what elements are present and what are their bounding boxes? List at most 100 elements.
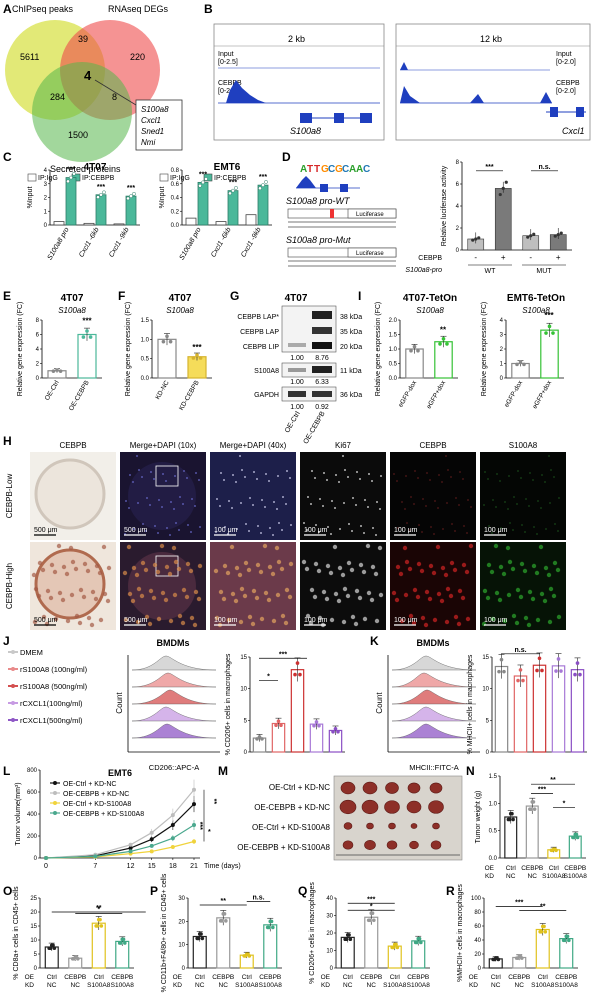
tumor-specimen [410,823,418,829]
signal-spot [277,475,279,477]
signal-spot [70,559,76,565]
y-tick-label: 0.0 [489,856,498,862]
sig-label: ** [221,898,227,905]
y-tick-label: 5 [486,718,490,724]
chart-title: 4T07 [61,293,84,304]
signal-spot [457,588,463,594]
signal-spot [355,504,357,506]
bar [290,669,305,753]
signal-spot [155,569,161,575]
signal-spot [322,505,324,507]
signal-spot [493,543,499,549]
signal-spot [514,620,520,626]
data-point [556,233,560,237]
signal-spot [130,598,136,604]
signal-spot [102,591,108,597]
signal-spot [127,591,133,597]
group-oe-label: Ctrl [390,974,401,981]
column-title: Merge+DAPI (10x) [130,441,197,450]
y-tick-label: 0 [486,750,490,756]
data-point [575,661,580,665]
motif-letter: G [335,164,343,175]
data-point [81,335,86,339]
track-range: [0-2.0] [556,59,576,66]
group-kd-label: NC [491,982,501,989]
signal-spot [410,496,412,498]
data-point [368,918,372,923]
signal-spot [321,589,327,595]
y-tick-label: 1.5 [489,774,498,780]
data-point [72,956,76,961]
signal-spot [181,587,187,593]
signal-spot [407,566,413,572]
data-point [123,941,127,945]
group-kd-label: NC [528,873,538,880]
data-point [348,937,353,942]
data-point [499,657,504,662]
reporter-label: Luciferase [356,212,384,218]
signal-spot [409,529,411,531]
group-axis-label: KD [469,982,478,989]
blot-band [288,391,306,397]
signal-spot [191,498,193,500]
signal-spot [273,501,275,503]
signal-spot [423,622,429,628]
signal-spot [85,568,91,574]
data-point [567,938,571,943]
signal-spot [266,597,272,603]
y-tick-label: 0.5 [389,362,398,368]
x-tick-label: eGFP+dox [532,379,554,410]
signal-spot [289,477,291,479]
sig-label: n.s. [252,895,264,902]
image-tile [210,452,296,540]
y-tick-label: 1.5 [389,333,398,339]
y-tick-label: 1 [500,362,504,368]
reporter-label: Luciferase [356,251,384,257]
tumor-specimen [385,782,399,794]
signal-spot [370,564,376,570]
x-tick-label: OE-Ctrl [44,379,61,402]
signal-spot [482,588,488,594]
data-point [99,924,104,928]
y-tick-label: 0.5 [489,829,498,835]
data-point [102,190,106,195]
signal-spot [553,476,555,478]
histogram-curve [391,706,477,722]
signal-spot [351,530,353,532]
signal-spot [158,499,160,501]
signal-spot [280,613,286,619]
signal-spot [250,621,256,627]
signal-spot [276,508,278,510]
scale-bar-label: 500 μm [124,527,148,534]
y-tick-label: 25 [30,896,37,902]
legend-label: rS100A8 (100ng/ml) [20,665,88,674]
data-point [573,672,577,677]
histogram-curve [131,655,217,671]
track-label: Input [556,51,572,58]
signal-spot [123,617,129,623]
chart-title: 4T07-TetOn [403,293,457,304]
signal-spot [319,498,321,500]
bar-cebpb [65,177,77,226]
venn-count-center: 4 [84,68,92,83]
signal-spot [350,614,356,620]
sig-label: *** [82,317,92,326]
signal-spot [468,543,474,549]
signal-spot [429,479,431,481]
signal-spot [197,563,203,569]
tumor-specimen [409,840,419,850]
series-point [128,846,133,851]
signal-spot [309,587,315,593]
signal-spot [531,563,537,569]
image-tile [390,452,476,540]
panel-label-r: R [446,884,455,898]
signal-spot [135,619,141,625]
chart-title: 4T07 [84,162,107,173]
bar [216,917,231,969]
row-label: S100a8-pro [405,267,442,274]
signal-spot [425,505,427,507]
signal-spot [89,622,95,628]
signal-spot [343,502,345,504]
